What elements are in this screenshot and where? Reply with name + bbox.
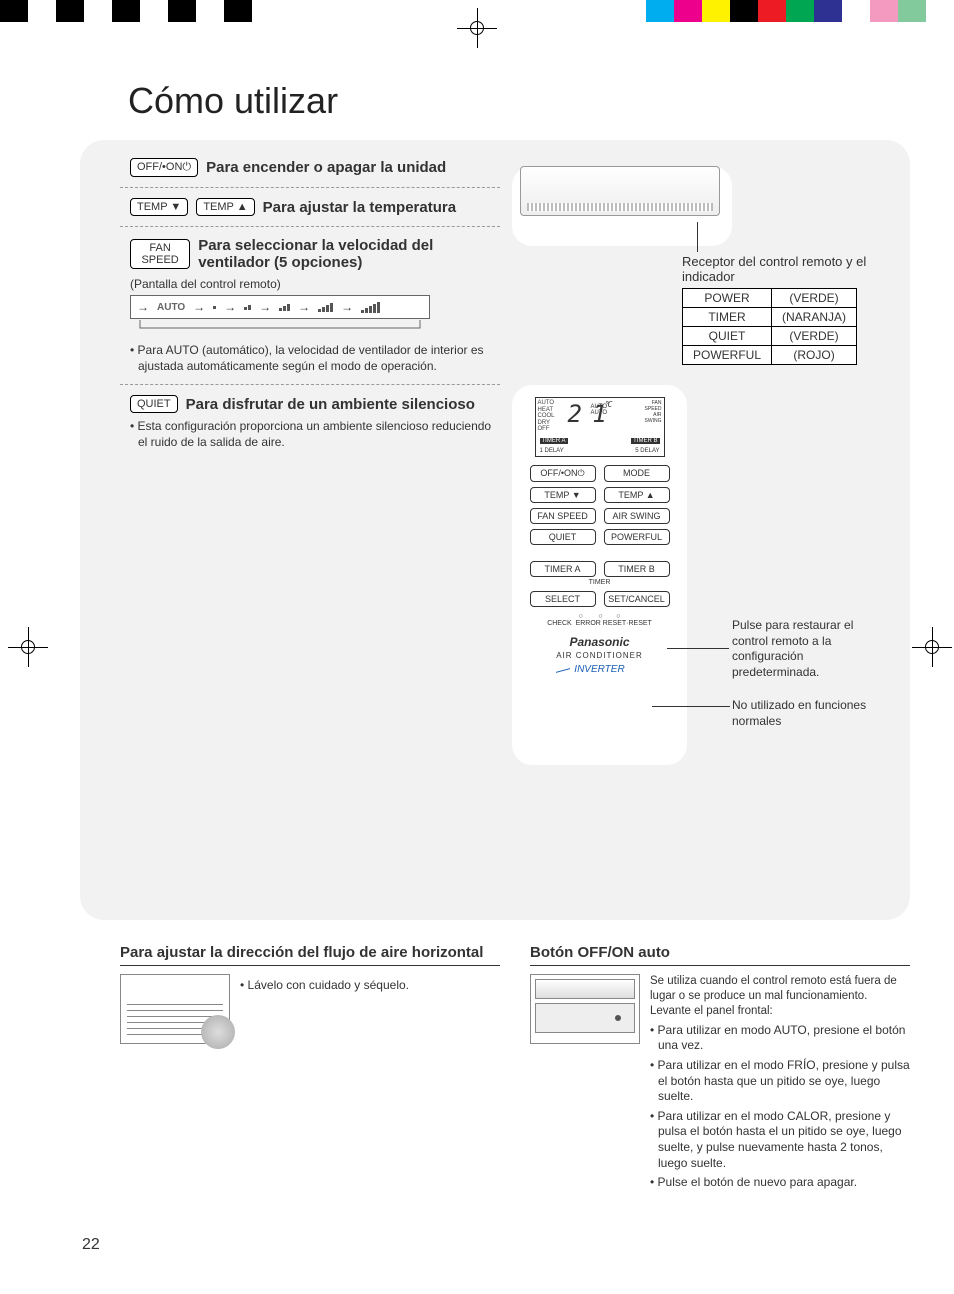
remote-btn-tempdn: TEMP ▼ — [530, 487, 596, 503]
quiet-bullet: Esta configuración proporciona un ambien… — [130, 419, 500, 450]
fanspeed-auto-bullet: Para AUTO (automático), la velocidad de … — [130, 343, 500, 374]
callout-line-1 — [667, 648, 729, 649]
offon-button-icon: OFF/•ON⏻ — [130, 158, 198, 177]
remote-btn-select: SELECT — [530, 591, 596, 607]
remote-btn-setcancel: SET/CANCEL — [604, 591, 670, 607]
remote-subbrand: AIR CONDITIONER — [556, 651, 643, 660]
fan-speed-sequence: →AUTO → → → → → — [130, 295, 430, 319]
remote-inverter-logo: INVERTER — [574, 664, 624, 675]
remote-btn-fanspeed: FAN SPEED — [530, 508, 596, 524]
heading-auto-offon: Botón OFF/ON auto — [530, 944, 910, 966]
separator — [120, 384, 500, 385]
remote-brand: Panasonic — [569, 635, 629, 649]
fan-seq-loop-arrow — [130, 318, 430, 332]
remote-btn-tempup: TEMP ▲ — [604, 487, 670, 503]
registration-color-bar-left — [0, 0, 252, 22]
remote-btn-mode: MODE — [604, 465, 670, 482]
page-title: Cómo utilizar — [128, 80, 910, 122]
separator — [120, 187, 500, 188]
section-heading-fanspeed: Para seleccionar la velocidad del ventil… — [198, 237, 500, 271]
remote-pinholes: ○ ○ ○ CHECK ERROR RESET·RESET — [547, 613, 652, 627]
auto-intro: Se utiliza cuando el control remoto está… — [650, 974, 910, 1019]
auto-bullet: Para utilizar en el modo CALOR, presione… — [650, 1109, 910, 1171]
section-heading-temp: Para ajustar la temperatura — [263, 199, 456, 216]
temp-up-button-icon: TEMP ▲ — [196, 198, 254, 216]
remote-illustration: AUTO HEAT COOL DRY OFF 2 1°C FAN SPEED A… — [512, 385, 687, 765]
indicator-table: POWER(VERDE)TIMER(NARANJA)QUIET(VERDE)PO… — [682, 288, 857, 365]
remote-lcd: AUTO HEAT COOL DRY OFF 2 1°C FAN SPEED A… — [535, 397, 665, 457]
remote-btn-powerful: POWERFUL — [604, 529, 670, 545]
remote-btn-offon: OFF/•ON⏻ — [530, 465, 596, 482]
auto-bullet: Pulse el botón de nuevo para apagar. — [650, 1175, 910, 1191]
remote-timer-label: TIMER — [530, 579, 670, 586]
auto-bullet: Para utilizar en el modo FRÍO, presione … — [650, 1058, 910, 1105]
temp-down-button-icon: TEMP ▼ — [130, 198, 188, 216]
section-heading-offon: Para encender o apagar la unidad — [206, 159, 446, 176]
auto-bullet: Para utilizar en modo AUTO, presione el … — [650, 1023, 910, 1054]
page-number: 22 — [82, 1236, 100, 1254]
louver-bullet: Lávelo con cuidado y séquelo. — [240, 978, 409, 994]
indoor-unit-illustration — [512, 166, 732, 246]
fanspeed-button-icon: FAN SPEED — [130, 239, 190, 269]
callout-reset: Pulse para restaurar el control remoto a… — [732, 618, 892, 680]
remote-btn-timerb: TIMER B — [604, 561, 670, 577]
remote-button-grid: OFF/•ON⏻ MODE TEMP ▼ TEMP ▲ FAN SPEED AI… — [530, 465, 670, 607]
remote-btn-timera: TIMER A — [530, 561, 596, 577]
receiver-caption: Receptor del control remoto y el indicad… — [682, 254, 900, 284]
quiet-button-icon: QUIET — [130, 395, 178, 413]
heading-airflow: Para ajustar la dirección del flujo de a… — [120, 944, 500, 966]
registration-color-bar-right — [646, 0, 954, 22]
main-gray-panel: OFF/•ON⏻ Para encender o apagar la unida… — [80, 140, 910, 920]
callout-unused: No utilizado en funciones normales — [732, 698, 892, 729]
remote-btn-quiet: QUIET — [530, 529, 596, 545]
remote-display-note: (Pantalla del control remoto) — [130, 277, 500, 291]
louver-adjust-illustration — [120, 974, 230, 1044]
separator — [120, 226, 500, 227]
auto-button-illustration — [530, 974, 640, 1044]
section-heading-quiet: Para disfrutar de un ambiente silencioso — [186, 396, 475, 413]
callout-line-2 — [652, 706, 730, 707]
remote-btn-airswing: AIR SWING — [604, 508, 670, 524]
